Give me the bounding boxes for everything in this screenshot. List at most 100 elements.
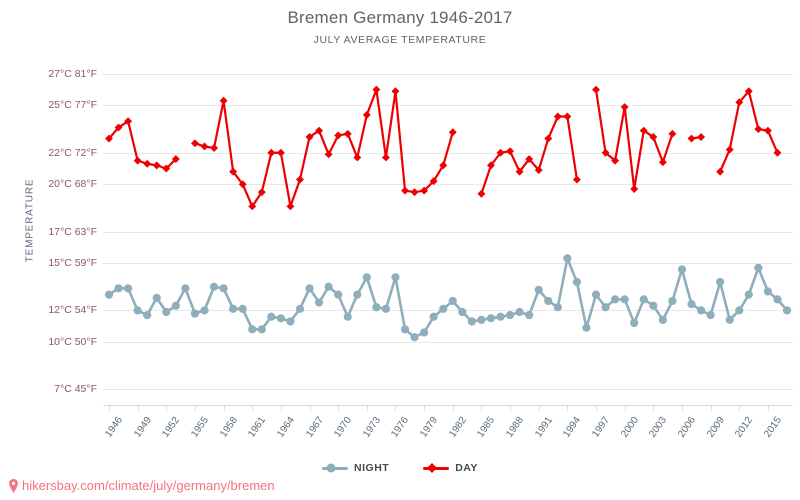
data-point[interactable] xyxy=(601,148,610,157)
footer-url[interactable]: hikersbay.com/climate/july/germany/breme… xyxy=(22,478,275,493)
data-point[interactable] xyxy=(630,185,639,193)
data-point[interactable] xyxy=(553,303,562,312)
data-point[interactable] xyxy=(381,153,390,162)
data-point[interactable] xyxy=(572,277,582,287)
data-point[interactable] xyxy=(305,284,314,293)
data-point[interactable] xyxy=(143,159,152,168)
legend-item-day[interactable]: DAY xyxy=(423,462,478,474)
data-point[interactable] xyxy=(706,311,715,320)
data-point[interactable] xyxy=(754,263,763,272)
data-point[interactable] xyxy=(716,277,725,287)
data-point[interactable] xyxy=(248,325,257,334)
data-point[interactable] xyxy=(477,189,486,198)
data-point[interactable] xyxy=(343,129,352,138)
data-point[interactable] xyxy=(210,144,219,152)
data-point[interactable] xyxy=(133,306,142,315)
data-point[interactable] xyxy=(324,150,333,159)
data-point[interactable] xyxy=(601,303,610,312)
data-point[interactable] xyxy=(697,133,706,141)
data-point[interactable] xyxy=(582,323,591,332)
data-point[interactable] xyxy=(267,148,276,157)
data-point[interactable] xyxy=(591,290,601,299)
data-point[interactable] xyxy=(190,309,200,318)
data-point[interactable] xyxy=(334,131,343,140)
data-point[interactable] xyxy=(162,307,171,317)
data-point[interactable] xyxy=(295,304,305,313)
data-point[interactable] xyxy=(668,129,677,138)
data-point[interactable] xyxy=(458,307,467,317)
data-point[interactable] xyxy=(353,153,362,162)
data-point[interactable] xyxy=(744,290,753,299)
data-point[interactable] xyxy=(525,311,534,320)
data-point[interactable] xyxy=(143,311,152,320)
data-point[interactable] xyxy=(649,301,658,310)
data-point[interactable] xyxy=(152,293,161,302)
data-point[interactable] xyxy=(343,312,352,321)
data-point[interactable] xyxy=(687,134,696,143)
data-point[interactable] xyxy=(238,304,247,313)
data-point[interactable] xyxy=(372,303,381,312)
data-point[interactable] xyxy=(372,85,381,94)
data-point[interactable] xyxy=(257,325,266,334)
legend-item-night[interactable]: NIGHT xyxy=(322,462,389,474)
data-point[interactable] xyxy=(429,312,438,321)
data-point[interactable] xyxy=(611,295,620,304)
data-point[interactable] xyxy=(496,312,505,321)
data-point[interactable] xyxy=(677,265,687,274)
data-point[interactable] xyxy=(658,158,667,167)
data-point[interactable] xyxy=(735,306,744,315)
data-point[interactable] xyxy=(735,98,744,107)
data-point[interactable] xyxy=(152,161,161,170)
data-point[interactable] xyxy=(544,134,553,143)
data-point[interactable] xyxy=(381,304,391,313)
data-point[interactable] xyxy=(505,311,515,320)
data-point[interactable] xyxy=(763,287,773,296)
data-point[interactable] xyxy=(725,315,734,324)
data-point[interactable] xyxy=(477,315,486,324)
data-point[interactable] xyxy=(324,282,333,291)
data-point[interactable] xyxy=(248,202,257,211)
data-point[interactable] xyxy=(563,112,572,121)
data-point[interactable] xyxy=(515,167,524,176)
data-point[interactable] xyxy=(162,164,171,173)
data-point[interactable] xyxy=(639,295,648,304)
data-point[interactable] xyxy=(725,145,734,154)
data-point[interactable] xyxy=(410,188,419,197)
data-point[interactable] xyxy=(448,128,457,137)
data-point[interactable] xyxy=(515,307,524,317)
data-point[interactable] xyxy=(200,142,209,151)
data-point[interactable] xyxy=(696,306,706,315)
data-point[interactable] xyxy=(257,188,266,197)
data-point[interactable] xyxy=(362,273,371,282)
data-point[interactable] xyxy=(353,290,362,299)
data-point[interactable] xyxy=(620,103,629,111)
data-point[interactable] xyxy=(773,295,782,304)
data-point[interactable] xyxy=(286,317,295,326)
data-point[interactable] xyxy=(782,306,792,315)
data-point[interactable] xyxy=(467,317,476,326)
data-point[interactable] xyxy=(334,290,343,299)
data-point[interactable] xyxy=(171,301,180,310)
data-point[interactable] xyxy=(296,175,304,184)
data-point[interactable] xyxy=(544,296,553,306)
data-point[interactable] xyxy=(229,304,238,313)
data-point[interactable] xyxy=(286,202,295,211)
data-point[interactable] xyxy=(448,296,457,306)
data-point[interactable] xyxy=(486,314,496,323)
data-point[interactable] xyxy=(506,147,515,156)
data-point[interactable] xyxy=(592,85,600,94)
data-point[interactable] xyxy=(200,306,209,315)
data-point[interactable] xyxy=(668,296,677,306)
data-point[interactable] xyxy=(219,96,228,105)
data-point[interactable] xyxy=(763,126,772,135)
data-point[interactable] xyxy=(276,148,285,157)
data-point[interactable] xyxy=(104,290,114,299)
data-point[interactable] xyxy=(276,314,285,323)
data-point[interactable] xyxy=(658,315,667,324)
data-point[interactable] xyxy=(534,285,543,295)
data-point[interactable] xyxy=(190,139,199,148)
data-point[interactable] xyxy=(754,125,763,134)
data-point[interactable] xyxy=(410,333,419,342)
data-point[interactable] xyxy=(114,284,123,293)
data-point[interactable] xyxy=(181,284,190,293)
